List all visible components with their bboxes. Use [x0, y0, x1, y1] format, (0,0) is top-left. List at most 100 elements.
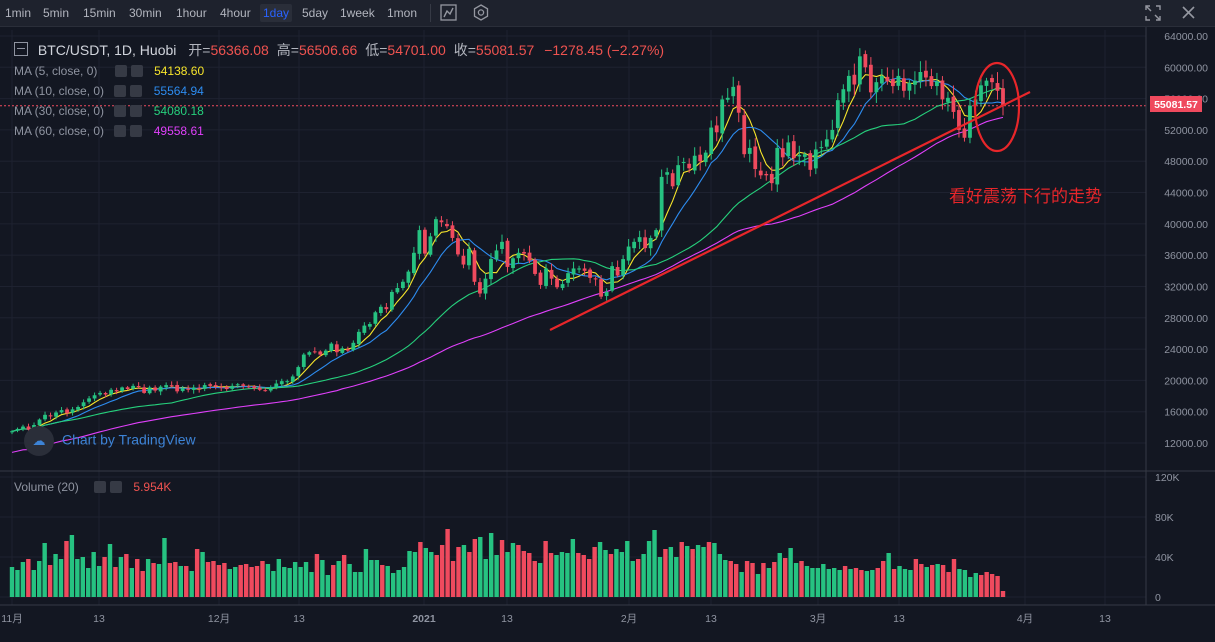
ma-label: MA (30, close, 0)	[14, 104, 105, 118]
volume-bar	[712, 543, 717, 597]
volume-bar	[358, 572, 363, 597]
candle-body	[125, 387, 130, 389]
candle-body	[329, 343, 334, 352]
volume-bar	[156, 564, 162, 597]
volume-bar	[151, 563, 156, 597]
timeframe-1week[interactable]: 1week	[340, 6, 375, 20]
volume-bar	[352, 572, 358, 597]
volume-bar	[167, 563, 173, 597]
close-icon[interactable]	[130, 85, 143, 97]
candle-body	[153, 387, 158, 391]
candle-body	[571, 268, 576, 275]
candle-body	[924, 70, 928, 78]
high-value: 56506.66	[298, 42, 358, 58]
volume-bar	[924, 567, 929, 597]
time-tick-label: 11月	[1, 613, 22, 625]
gear-icon[interactable]	[114, 125, 127, 137]
timeframe-15min[interactable]: 15min	[83, 6, 116, 20]
candle-body	[935, 81, 939, 87]
ma-label: MA (5, close, 0)	[14, 64, 98, 78]
volume-bar	[200, 552, 205, 597]
gear-icon[interactable]	[114, 105, 127, 117]
symbol-icon[interactable]	[14, 42, 28, 56]
candle-body	[555, 278, 559, 288]
timeframe-4hour[interactable]: 4hour	[220, 6, 251, 20]
candle-body	[489, 259, 493, 280]
volume-bar	[603, 550, 608, 597]
volume-bar	[723, 560, 728, 597]
candle-body	[131, 385, 136, 389]
candle-body	[725, 97, 730, 100]
volume-bar	[608, 554, 614, 597]
volume-bar	[396, 570, 401, 597]
settings-icon[interactable]	[470, 3, 492, 23]
volume-bar	[652, 530, 657, 597]
candle-body	[312, 351, 317, 353]
volume-bar	[135, 559, 140, 597]
highlight-circle	[973, 61, 1021, 153]
volume-bar	[810, 568, 815, 597]
ma-legend-row: MA (10, close, 0) 55564.94	[14, 84, 204, 98]
volume-bar	[951, 559, 957, 597]
volume-bar	[848, 569, 853, 597]
ma-value: 49558.61	[153, 124, 204, 138]
candle-body	[786, 142, 791, 157]
volume-bar	[755, 574, 761, 597]
candle-body	[461, 255, 466, 265]
gear-icon[interactable]	[94, 481, 107, 493]
volume-bar	[42, 543, 47, 597]
volume-bar	[641, 554, 646, 597]
candle-body	[318, 351, 323, 355]
volume-bar	[750, 563, 755, 597]
candle-body	[615, 267, 620, 276]
candle-body	[87, 398, 91, 402]
watermark[interactable]: ☁ Chart by TradingView	[24, 426, 196, 456]
timeframe-30min[interactable]: 30min	[129, 6, 162, 20]
volume-bar	[772, 562, 777, 597]
symbol-label: BTC/USDT, 1D, Huobi	[37, 42, 177, 58]
fullscreen-icon[interactable]	[1142, 3, 1164, 23]
gear-icon[interactable]	[114, 65, 127, 77]
volume-bar	[973, 573, 978, 597]
close-icon[interactable]	[130, 105, 143, 117]
volume-bar	[385, 566, 390, 597]
volume-bar	[64, 541, 69, 597]
volume-bar	[369, 560, 374, 597]
candle-body	[593, 278, 598, 280]
timeframe-1hour[interactable]: 1hour	[176, 6, 207, 20]
candle-body	[296, 367, 301, 376]
gear-icon[interactable]	[114, 85, 127, 97]
volume-bar	[832, 568, 837, 597]
close-icon[interactable]	[110, 481, 123, 493]
candle-body	[533, 259, 537, 274]
timeframe-1day[interactable]: 1day	[260, 4, 293, 22]
volume-bar	[739, 572, 744, 597]
ma-line	[11, 116, 1004, 453]
candle-body	[142, 387, 147, 393]
timeframe-1mon[interactable]: 1mon	[387, 6, 418, 20]
timeframe-5min[interactable]: 5min	[43, 6, 70, 20]
candle-body	[54, 412, 58, 417]
volume-bar	[380, 565, 385, 597]
price-tick-label: 64000.00	[1164, 31, 1208, 43]
candle-body	[191, 387, 196, 390]
close-icon[interactable]	[130, 65, 143, 77]
volume-bar	[777, 553, 782, 597]
candle-body	[835, 100, 840, 128]
close-icon[interactable]	[1178, 3, 1200, 23]
timeframe-1min[interactable]: 1min	[5, 6, 32, 20]
candle-body	[610, 266, 615, 291]
price-tick-label: 32000.00	[1164, 281, 1208, 293]
candle-body	[747, 147, 752, 154]
ma-line	[11, 88, 1004, 432]
timeframe-5day[interactable]: 5day	[302, 6, 329, 20]
volume-bar	[717, 554, 723, 597]
volume-bar	[20, 562, 26, 597]
candle-body	[549, 269, 554, 279]
volume-bar	[635, 559, 641, 597]
candle-body	[995, 83, 1000, 91]
indicators-icon[interactable]	[438, 3, 460, 23]
candle-body	[230, 385, 235, 389]
close-icon[interactable]	[130, 125, 143, 137]
